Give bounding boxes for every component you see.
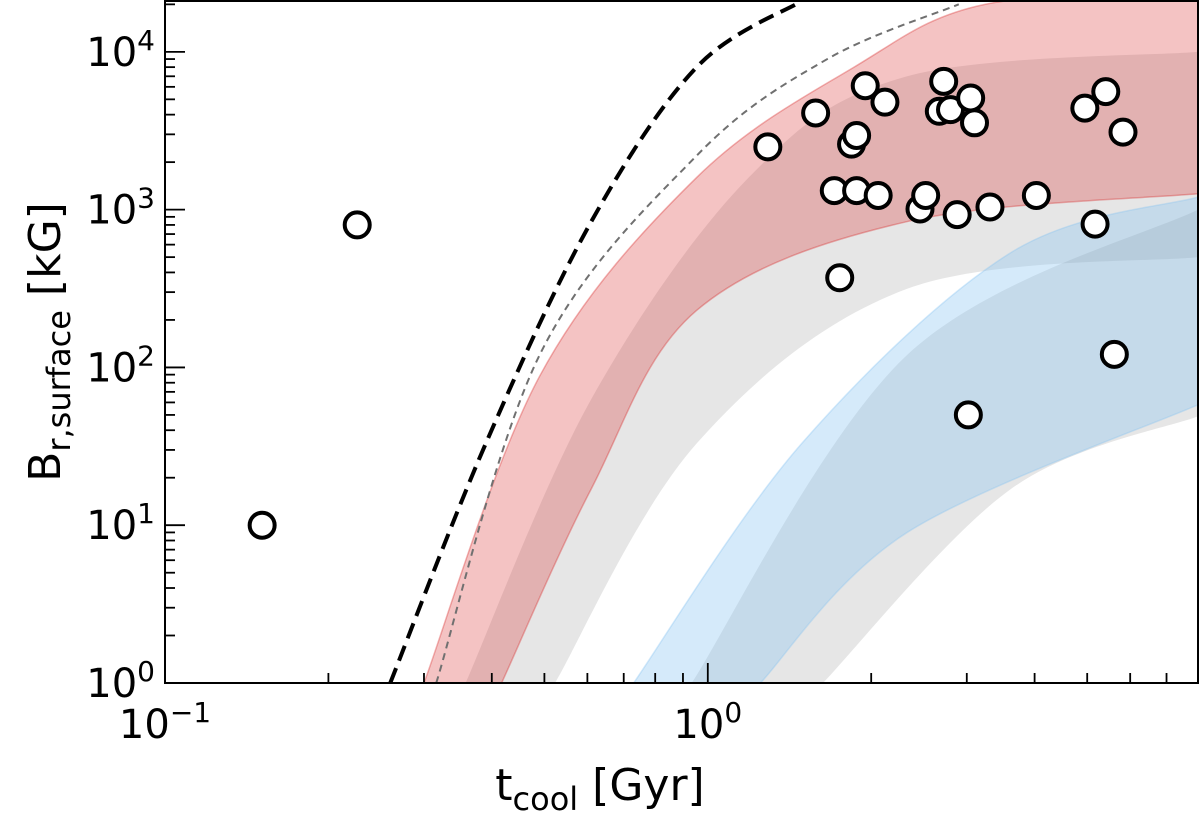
data-point bbox=[942, 200, 972, 230]
data-point bbox=[960, 108, 990, 138]
y-tick-label: 101 bbox=[86, 497, 155, 549]
data-point bbox=[247, 510, 277, 540]
x-tick-label: 10−1 bbox=[119, 696, 211, 748]
data-point bbox=[1099, 339, 1129, 369]
band-3 bbox=[632, 196, 1198, 683]
data-point bbox=[1108, 117, 1138, 147]
data-point bbox=[911, 180, 941, 210]
data-point bbox=[953, 400, 983, 430]
plot-frame bbox=[164, 0, 1199, 684]
x-tick-label: 100 bbox=[673, 696, 742, 748]
data-point bbox=[753, 132, 783, 162]
band-2 bbox=[423, 1, 1198, 683]
data-point bbox=[850, 71, 880, 101]
data-point bbox=[956, 83, 986, 113]
band-0 bbox=[465, 51, 1198, 683]
y-tick-label: 100 bbox=[86, 655, 155, 707]
data-point bbox=[975, 192, 1005, 222]
band-1 bbox=[691, 209, 1198, 683]
data-point bbox=[870, 87, 900, 117]
points-layer bbox=[247, 66, 1138, 540]
data-point bbox=[1021, 180, 1051, 210]
data-point bbox=[1091, 77, 1121, 107]
data-point bbox=[342, 210, 372, 240]
x-axis-label: tcool [Gyr] bbox=[495, 760, 704, 813]
data-point bbox=[929, 66, 959, 96]
data-point bbox=[842, 120, 872, 150]
y-axis-label: Br,surface [kG] bbox=[20, 202, 78, 482]
black-dashed-line bbox=[388, 1, 803, 683]
grey-dashed-line bbox=[435, 3, 960, 683]
data-point bbox=[1080, 209, 1110, 239]
data-point bbox=[863, 180, 893, 210]
data-point bbox=[801, 98, 831, 128]
y-tick-label: 103 bbox=[86, 182, 155, 234]
bands-layer bbox=[423, 1, 1198, 683]
y-tick-label: 104 bbox=[86, 24, 155, 76]
y-tick-label: 102 bbox=[86, 339, 155, 391]
lines-layer bbox=[388, 1, 960, 683]
data-point bbox=[825, 263, 855, 293]
data-point bbox=[1070, 93, 1100, 123]
